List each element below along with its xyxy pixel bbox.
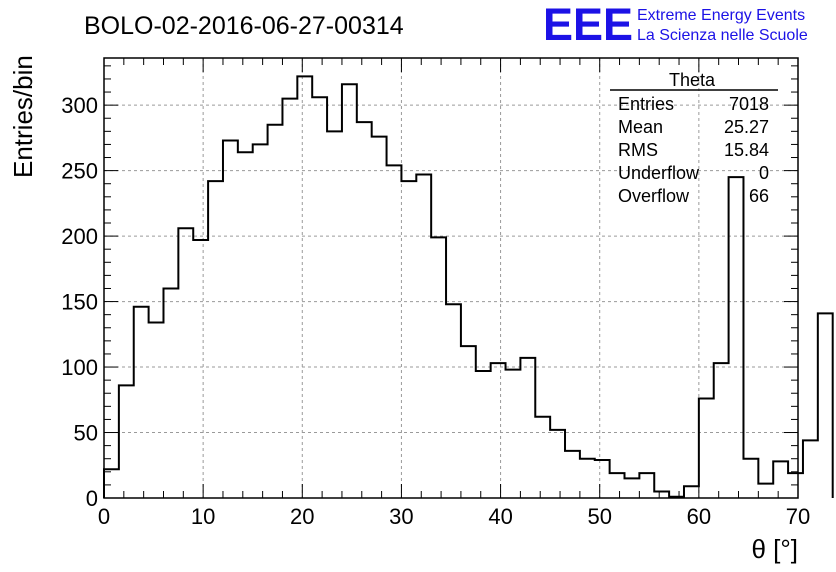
eee-logo: EEE Extreme Energy Events La Scienza nel… (543, 0, 808, 50)
histogram-bin (104, 469, 119, 498)
histogram-bin (387, 165, 402, 498)
histogram-bin (595, 460, 610, 498)
histogram-bin (639, 473, 654, 498)
logo-line-2: La Scienza nelle Scuole (637, 27, 808, 44)
histogram-bin (550, 430, 565, 498)
x-axis-title: θ [°] (751, 534, 798, 564)
histogram-bin (297, 76, 312, 498)
histogram-bin (238, 152, 253, 498)
histogram-bin (580, 459, 595, 498)
stat-value: 15.84 (724, 140, 769, 160)
histogram-bin (193, 240, 208, 498)
histogram-bin (312, 97, 327, 498)
x-tick-label: 0 (98, 504, 110, 529)
y-tick-label: 250 (61, 159, 98, 184)
histogram-bin (134, 307, 149, 498)
y-tick-label: 50 (74, 421, 98, 446)
histogram-bin (625, 478, 640, 498)
histogram-bin (416, 175, 431, 498)
stats-box: Theta Entries 7018 Mean 25.27 RMS 15.84 Underf… (610, 70, 778, 206)
histogram-bin (431, 237, 446, 498)
histogram-bin (401, 181, 416, 498)
histogram-bin (506, 370, 521, 498)
chart-title: BOLO-02-2016-06-27-00314 (84, 12, 404, 40)
histogram-bin (372, 137, 387, 498)
histogram-bin (282, 99, 297, 498)
histogram-bin (223, 141, 238, 499)
x-tick-label: 40 (488, 504, 512, 529)
y-axis-title: Entries/bin (8, 55, 38, 178)
histogram-bin (610, 473, 625, 498)
x-tick-label: 70 (786, 504, 810, 529)
y-tick-labels: 0 50 100 150 200 250 300 (61, 93, 98, 511)
logo-mark: EEE (543, 0, 633, 50)
stat-value: 25.27 (724, 117, 769, 137)
stat-label: Mean (618, 117, 663, 137)
histogram-bin (699, 398, 714, 498)
histogram-bin (714, 363, 729, 498)
x-tick-label: 20 (290, 504, 314, 529)
histogram-bin (803, 440, 818, 498)
stats-rows: Entries 7018 Mean 25.27 RMS 15.84 Underflow 0 Ov… (618, 94, 769, 206)
x-tick-labels: 0 10 20 30 40 50 60 70 (98, 504, 810, 529)
stat-label: Entries (618, 94, 674, 114)
stat-label: Underflow (618, 163, 700, 183)
histogram-bin (729, 177, 744, 498)
histogram-bin (476, 371, 491, 498)
histogram-bin (253, 144, 268, 498)
histogram-bin (565, 451, 580, 498)
histogram-bin (520, 358, 535, 498)
axis-ticks (103, 58, 799, 499)
histogram-bin (327, 131, 342, 498)
histogram-bin (446, 304, 461, 498)
x-tick-label: 10 (191, 504, 215, 529)
histogram-bin (461, 346, 476, 498)
histogram-bin (357, 122, 372, 498)
grid-lines (104, 58, 798, 498)
logo-line-1: Extreme Energy Events (637, 7, 805, 24)
y-tick-label: 100 (61, 355, 98, 380)
stat-value: 7018 (729, 94, 769, 114)
y-tick-label: 0 (86, 486, 98, 511)
histogram-bin (342, 84, 357, 498)
histogram-bin (743, 459, 758, 498)
y-tick-label: 150 (61, 290, 98, 315)
histogram-bin (163, 288, 178, 498)
histogram-bin (178, 228, 193, 498)
histogram-bin (491, 363, 506, 498)
histogram-bin (119, 385, 134, 498)
x-tick-label: 50 (587, 504, 611, 529)
y-tick-label: 200 (61, 224, 98, 249)
stat-value: 66 (749, 186, 769, 206)
histogram-outline (103, 75, 834, 498)
histogram-bin (149, 323, 164, 498)
histogram-bin (773, 461, 788, 498)
stats-box-title: Theta (669, 70, 716, 90)
histogram-bin (535, 417, 550, 498)
x-tick-label: 60 (687, 504, 711, 529)
y-tick-label: 300 (61, 93, 98, 118)
stat-label: RMS (618, 140, 658, 160)
histogram-bin (758, 484, 773, 498)
histogram-bin (684, 486, 699, 498)
stat-value: 0 (759, 163, 769, 183)
histogram-bin (788, 473, 803, 498)
histogram-bin (818, 313, 833, 498)
x-tick-label: 30 (389, 504, 413, 529)
histogram-bin (268, 125, 283, 498)
histogram-bin (208, 181, 223, 498)
plot-frame (103, 57, 799, 499)
stat-label: Overflow (618, 186, 690, 206)
